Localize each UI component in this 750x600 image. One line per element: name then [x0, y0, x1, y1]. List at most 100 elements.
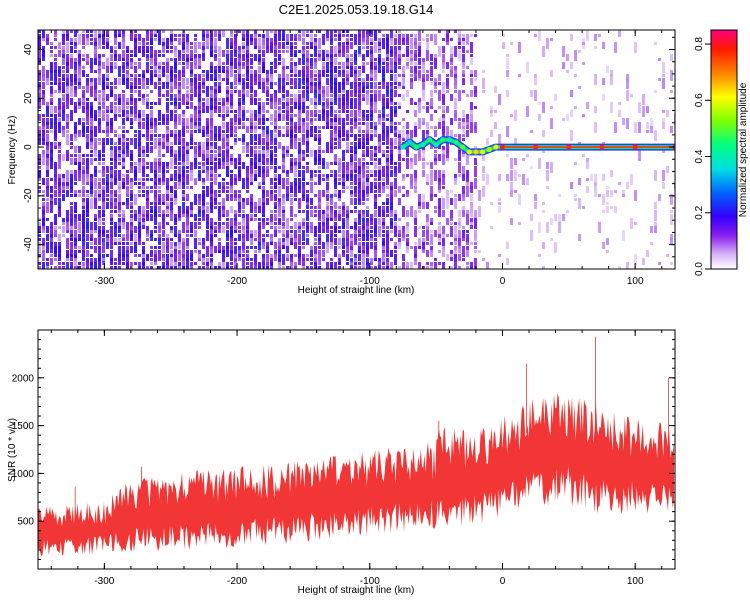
- heatmap-cell: [150, 74, 153, 85]
- heatmap-cell: [470, 262, 473, 269]
- heatmap-cell: [250, 126, 253, 129]
- heatmap-cell: [86, 166, 89, 177]
- heatmap-cell: [58, 254, 61, 261]
- heatmap-cell: [98, 98, 101, 105]
- heatmap-cell: [102, 62, 105, 69]
- heatmap-cell: [126, 150, 129, 157]
- heatmap-cell: [46, 134, 49, 145]
- heatmap-cell: [134, 234, 137, 245]
- heatmap-cell: [326, 102, 329, 109]
- heatmap-cell: [306, 210, 309, 221]
- heatmap-cell: [278, 206, 281, 217]
- heatmap-cell: [150, 122, 153, 129]
- heatmap-cell: [494, 110, 497, 113]
- heatmap-cell: [334, 78, 337, 85]
- heatmap-cell: [402, 126, 405, 129]
- heatmap-cell: [522, 174, 525, 185]
- heatmap-cell: [518, 194, 521, 205]
- heatmap-cell: [190, 230, 193, 233]
- heatmap-cell: [350, 90, 353, 97]
- heatmap-cell: [654, 226, 657, 233]
- heatmap-cell: [326, 62, 329, 73]
- heatmap-cell: [86, 98, 89, 101]
- heatmap-cell: [210, 226, 213, 229]
- heatmap-cell: [106, 110, 109, 113]
- heatmap-cell: [62, 58, 65, 65]
- heatmap-cell: [350, 38, 353, 41]
- heatmap-cell: [82, 126, 85, 137]
- heatmap-cell: [318, 54, 321, 57]
- heatmap-cell: [174, 198, 177, 205]
- heatmap-cell: [486, 174, 489, 185]
- heatmap-cell: [266, 74, 269, 81]
- heatmap-cell: [274, 110, 277, 121]
- heatmap-cell: [66, 82, 69, 85]
- heatmap-cell: [350, 266, 353, 269]
- heatmap-cell: [186, 126, 189, 129]
- heatmap-cell: [162, 54, 165, 57]
- heatmap-cell: [206, 126, 209, 137]
- heatmap-cell: [414, 218, 417, 225]
- heatmap-cell: [330, 122, 333, 129]
- heatmap-cell: [166, 178, 169, 189]
- heatmap-cell: [146, 54, 149, 61]
- heatmap-cell: [306, 90, 309, 101]
- heatmap-cell: [142, 182, 145, 189]
- heatmap-cell: [102, 154, 105, 157]
- colorbar-tick-label: 0.8: [694, 37, 705, 51]
- heatmap-cell: [174, 38, 177, 41]
- heatmap-cell: [106, 106, 109, 113]
- heatmap-cell: [74, 202, 77, 213]
- heatmap-cell: [354, 126, 357, 129]
- heatmap-cell: [294, 222, 297, 229]
- heatmap-cell: [78, 74, 81, 81]
- heatmap-cell: [470, 78, 473, 85]
- heatmap-cell: [110, 230, 113, 237]
- heatmap-cell: [90, 150, 93, 153]
- snr-plot-area: [38, 336, 674, 557]
- heatmap-cell: [282, 166, 285, 173]
- heatmap-cell: [46, 38, 49, 45]
- heatmap-cell: [426, 230, 429, 241]
- heatmap-cell: [150, 170, 153, 173]
- heatmap-cell: [78, 190, 81, 193]
- heatmap-cell: [110, 242, 113, 245]
- heatmap-cell: [194, 198, 197, 201]
- heatmap-cell: [594, 182, 597, 189]
- heatmap-cell: [258, 182, 261, 189]
- heatmap-cell: [382, 182, 385, 189]
- heatmap-cell: [342, 186, 345, 189]
- heatmap-cell: [174, 266, 177, 269]
- heatmap-cell: [362, 30, 365, 41]
- heatmap-cell: [42, 190, 45, 193]
- heatmap-cell: [450, 118, 453, 125]
- heatmap-cell: [426, 202, 429, 209]
- heatmap-cell: [178, 62, 181, 65]
- heatmap-cell: [214, 166, 217, 173]
- heatmap-cell: [418, 202, 421, 209]
- heatmap-cell: [146, 78, 149, 85]
- heatmap-cell: [234, 142, 237, 145]
- heatmap-cell: [42, 38, 45, 41]
- heatmap-cell: [50, 202, 53, 213]
- heatmap-cell: [186, 266, 189, 269]
- heatmap-cell: [50, 54, 53, 57]
- heatmap-cell: [98, 38, 101, 49]
- heatmap-cell: [122, 234, 125, 241]
- heatmap-cell: [594, 46, 597, 49]
- heatmap-cell: [238, 174, 241, 181]
- heatmap-cell: [398, 198, 401, 205]
- heatmap-cell: [54, 62, 57, 73]
- heatmap-cell: [118, 258, 121, 265]
- heatmap-cell: [474, 234, 477, 241]
- heatmap-cell: [390, 30, 393, 41]
- heatmap-cell: [150, 90, 153, 93]
- heatmap-cell: [546, 38, 549, 49]
- heatmap-cell: [62, 106, 65, 113]
- heatmap-cell: [86, 174, 89, 185]
- heatmap-cell: [78, 154, 81, 165]
- heatmap-cell: [350, 250, 353, 257]
- heatmap-cell: [62, 182, 65, 189]
- heatmap-cell: [94, 262, 97, 269]
- heatmap-cell: [166, 74, 169, 85]
